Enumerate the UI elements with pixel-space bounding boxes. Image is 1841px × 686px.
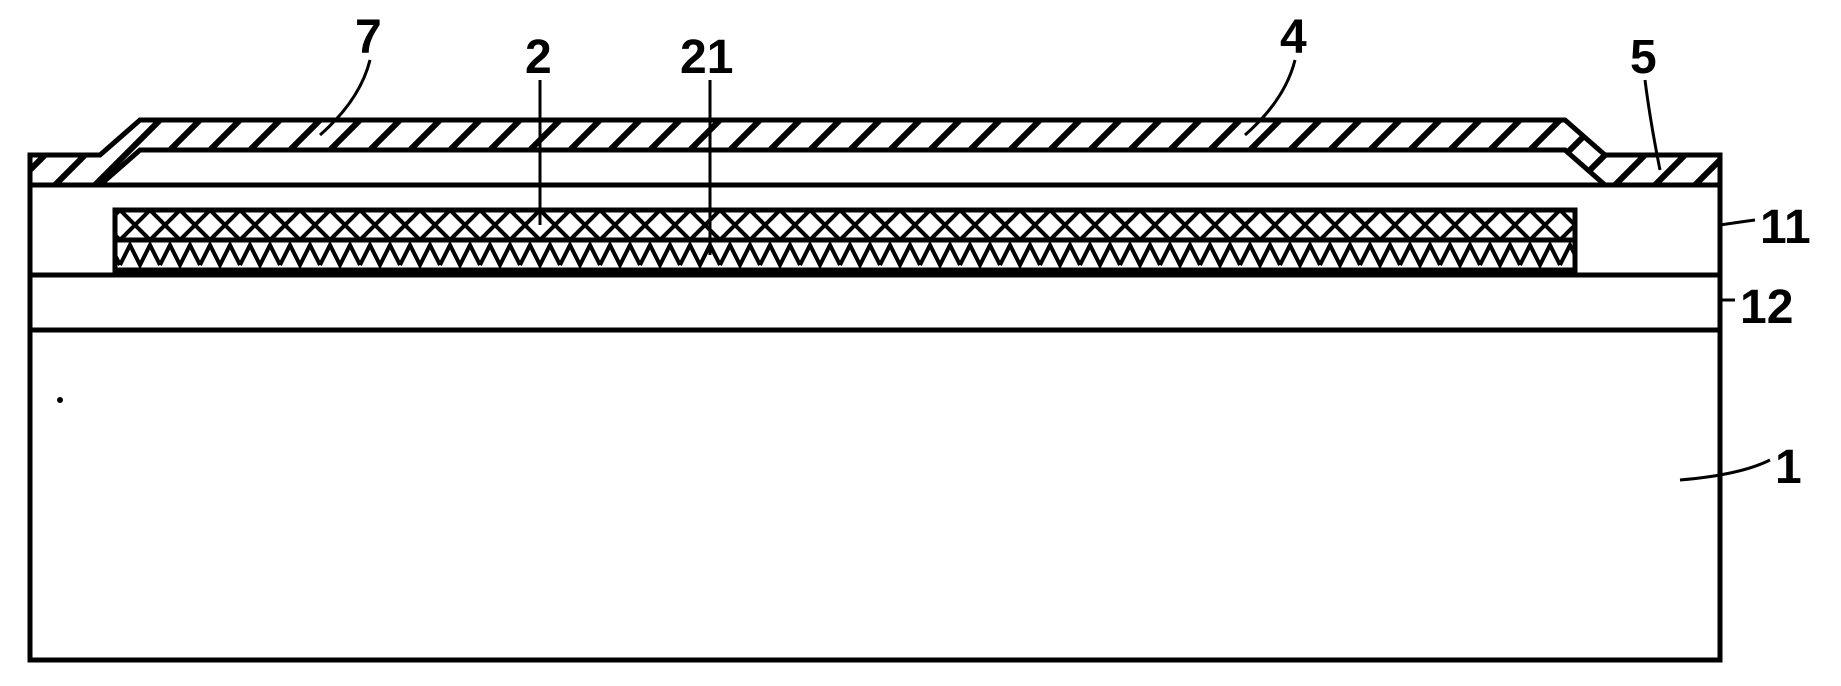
label-4: 4 xyxy=(1280,10,1307,65)
substrate-layer-1 xyxy=(30,330,1720,660)
layer-12 xyxy=(30,275,1720,330)
label-12: 12 xyxy=(1740,280,1793,335)
stray-mark xyxy=(57,397,63,403)
layer-21 xyxy=(115,240,1575,270)
label-11: 11 xyxy=(1760,200,1811,255)
label-21: 21 xyxy=(680,30,733,85)
layer-4-top-electrode xyxy=(30,120,1720,185)
label-5: 5 xyxy=(1630,30,1657,85)
layer-2 xyxy=(115,210,1575,240)
label-7: 7 xyxy=(355,10,382,65)
label-2: 2 xyxy=(525,30,552,85)
diagram-svg xyxy=(0,0,1841,686)
label-1: 1 xyxy=(1775,440,1802,495)
cross-section-diagram: 7 2 21 4 5 11 12 1 xyxy=(0,0,1841,686)
leader-11 xyxy=(1720,220,1755,225)
